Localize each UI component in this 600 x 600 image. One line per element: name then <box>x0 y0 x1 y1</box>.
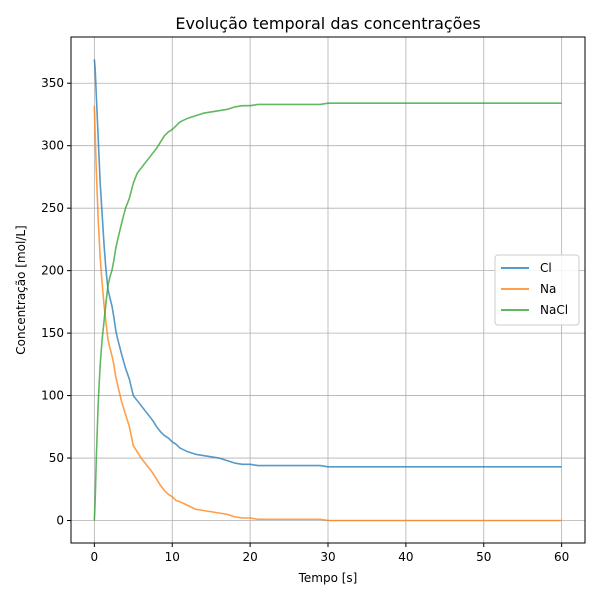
legend-label-nacl: NaCl <box>540 303 568 317</box>
grid <box>71 37 585 543</box>
x-tick-label: 0 <box>91 550 99 564</box>
series-layer <box>93 59 562 522</box>
x-axis-label: Tempo [s] <box>298 571 358 585</box>
series-line-na <box>93 105 562 522</box>
legend-label-na: Na <box>540 282 556 296</box>
y-tick-label: 150 <box>41 326 64 340</box>
legend-box <box>494 254 580 326</box>
legend-label-cl: Cl <box>540 261 552 275</box>
y-tick-label: 350 <box>41 76 64 90</box>
y-tick-label: 100 <box>41 389 64 403</box>
x-tick-label: 30 <box>320 550 335 564</box>
legend: Cl Na NaCl <box>494 254 580 326</box>
x-tick-label: 10 <box>165 550 180 564</box>
y-tick-label: 0 <box>56 514 64 528</box>
axis-ticks: 0 10 20 30 40 50 60 0 50 100 150 200 250 300 350 <box>41 76 569 564</box>
x-tick-label: 40 <box>398 550 413 564</box>
series-line-cl <box>93 59 562 468</box>
y-tick-label: 50 <box>49 451 64 465</box>
x-tick-label: 50 <box>476 550 491 564</box>
y-axis-label: Concentração [mol/L] <box>14 225 28 354</box>
y-tick-label: 300 <box>41 139 64 153</box>
y-tick-label: 200 <box>41 264 64 278</box>
x-tick-label: 20 <box>242 550 257 564</box>
y-tick-label: 250 <box>41 201 64 215</box>
x-tick-label: 60 <box>554 550 569 564</box>
chart-title: Evolução temporal das concentrações <box>175 14 480 33</box>
series-line-nacl <box>93 102 562 521</box>
